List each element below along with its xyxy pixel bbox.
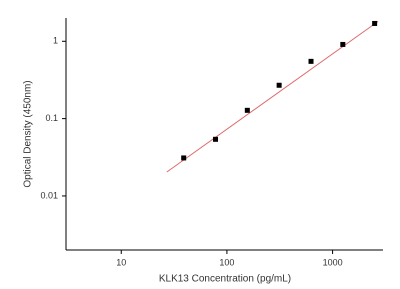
y-axis-title: Optical Density (450nm) [23,80,34,187]
y-tick-label: 1 [53,36,58,46]
point [340,41,346,47]
point [181,155,187,161]
point [276,82,282,88]
x-tick-label: 100 [219,257,234,267]
point [308,58,314,64]
point [213,136,219,142]
x-axis-title: KLK13 Concentration (pg/mL) [159,274,291,285]
fit-line [166,20,379,173]
y-tick-label: 0.1 [45,113,58,123]
y-tick-label: 0.01 [40,190,58,200]
x-tick-label: 10 [116,257,126,267]
x-tick-label: 1000 [323,257,343,267]
point [372,20,378,26]
point [244,107,250,113]
